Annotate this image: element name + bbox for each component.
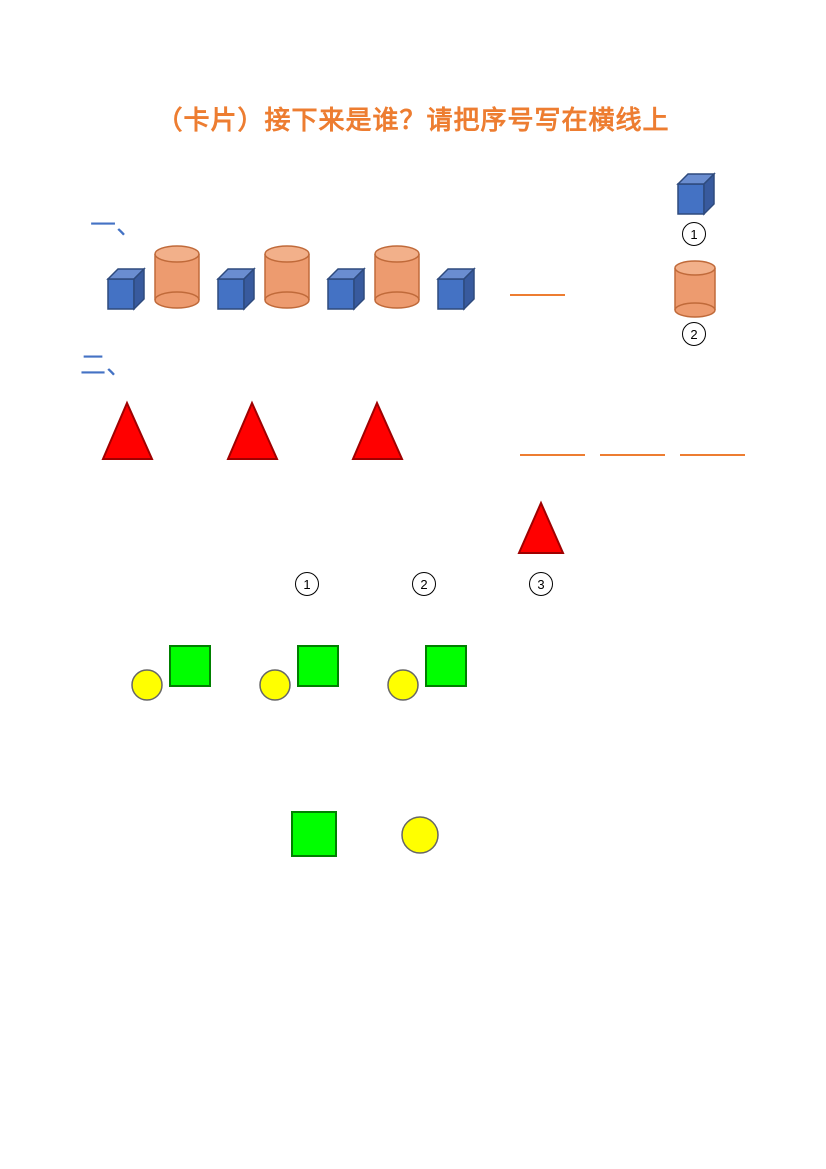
q1-cube-2 — [210, 265, 258, 318]
q1-cyl-1 — [152, 245, 202, 314]
q2-answer-line-2[interactable] — [600, 454, 665, 456]
cylinder-icon — [672, 260, 718, 323]
q1-cyl-3 — [372, 245, 422, 314]
q2-tri-1 — [100, 400, 155, 467]
r3-circle-2 — [258, 668, 292, 707]
r4-square — [290, 810, 338, 863]
option-circle-1: 1 — [682, 222, 706, 246]
page-title: （卡片）接下来是谁？请把序号写在横线上 — [0, 100, 826, 137]
q2-tri-2 — [225, 400, 280, 467]
q1-cube-3 — [320, 265, 368, 318]
q2-option-circle-3: 3 — [529, 572, 553, 596]
q2-answer-line-3[interactable] — [680, 454, 745, 456]
q2-option-circle-1: 1 — [295, 572, 319, 596]
cube-icon — [670, 170, 718, 223]
section-2-label: 二、 — [80, 345, 132, 382]
section-1-label: 一、 — [90, 205, 142, 242]
q1-cyl-2 — [262, 245, 312, 314]
q1-answer-line[interactable] — [510, 294, 565, 296]
r3-square-1 — [168, 644, 212, 693]
r4-circle — [400, 815, 440, 860]
q1-cube-4 — [430, 265, 478, 318]
r3-circle-1 — [130, 668, 164, 707]
q2-answer-line-1[interactable] — [520, 454, 585, 456]
q2-option-circle-2: 2 — [412, 572, 436, 596]
q2-option-tri — [516, 500, 566, 561]
option-circle-2: 2 — [682, 322, 706, 346]
r3-circle-3 — [386, 668, 420, 707]
q1-cube-1 — [100, 265, 148, 318]
r3-square-2 — [296, 644, 340, 693]
r3-square-3 — [424, 644, 468, 693]
q2-tri-3 — [350, 400, 405, 467]
